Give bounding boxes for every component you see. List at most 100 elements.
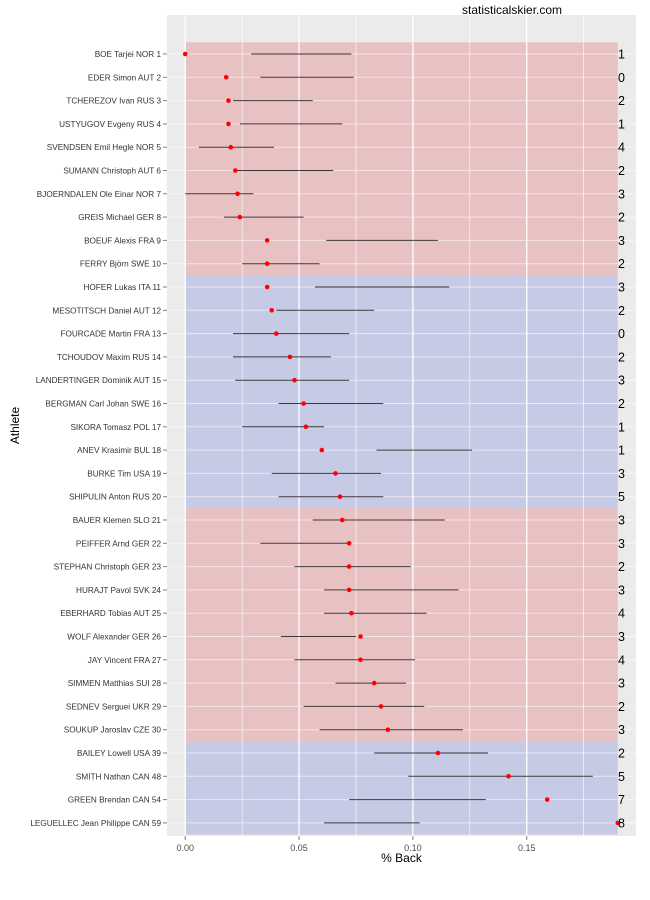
y-tick-label: FERRY Björn SWE 10 (80, 260, 162, 269)
data-point (273, 331, 279, 336)
count-label: 8 (618, 816, 625, 830)
data-point (371, 680, 377, 686)
count-label: 4 (618, 607, 625, 621)
data-point (346, 564, 352, 569)
data-point (228, 144, 234, 150)
x-tick-label: 0.05 (290, 843, 308, 853)
y-tick-label: BERGMAN Carl Johan SWE 16 (45, 400, 161, 409)
y-tick-label: SHIPULIN Anton RUS 20 (69, 493, 161, 502)
data-point (358, 634, 363, 639)
y-tick-label: LANDERTINGER Dominik AUT 15 (36, 376, 162, 385)
data-point (226, 98, 231, 103)
y-tick-label: ANEV Krasimir BUL 18 (77, 446, 161, 455)
data-point (378, 704, 384, 709)
data-point (544, 797, 550, 802)
y-tick-label: BURKE Tim USA 19 (87, 469, 161, 478)
y-tick-label: STEPHAN Christoph GER 23 (54, 563, 162, 572)
y-tick-label: SMITH Nathan CAN 48 (76, 772, 162, 781)
data-point (349, 610, 354, 616)
data-points (182, 51, 621, 826)
x-tick-label: 0.10 (404, 843, 422, 853)
data-point (264, 238, 270, 243)
y-tick-label: USTYUGOV Evgeny RUS 4 (59, 120, 161, 129)
y-tick-label: BOEUF Alexis FRA 9 (84, 236, 161, 245)
data-point (303, 424, 309, 430)
count-label: 3 (618, 281, 625, 295)
count-label: 4 (618, 141, 625, 155)
count-label: 4 (618, 653, 625, 667)
y-tick-label: HURAJT Pavol SVK 24 (76, 586, 161, 595)
count-label: 1 (618, 117, 625, 131)
group-band-blue (185, 741, 618, 835)
y-tick-label: FOURCADE Martin FRA 13 (60, 330, 161, 339)
data-point (264, 261, 270, 267)
data-point (333, 471, 338, 476)
count-label: 2 (618, 211, 625, 225)
count-label: 3 (618, 583, 625, 597)
data-point (337, 494, 343, 500)
y-tick-label: EBERHARD Tobias AUT 25 (60, 609, 161, 618)
data-point (182, 51, 188, 57)
y-tick-label: SIKORA Tomasz POL 17 (70, 423, 161, 432)
count-label: 5 (618, 490, 625, 504)
y-tick-label: SIMMEN Matthias SUI 28 (68, 679, 162, 688)
x-axis-label: % Back (381, 851, 423, 865)
count-label: 2 (618, 397, 625, 411)
data-point (346, 541, 352, 546)
count-label: 2 (618, 560, 625, 574)
data-point (235, 191, 240, 197)
x-tick-label: 0.15 (518, 843, 536, 853)
count-label: 2 (618, 700, 625, 714)
count-label: 3 (618, 723, 625, 737)
data-point (615, 820, 621, 826)
count-label: 2 (618, 350, 625, 364)
count-label: 3 (618, 374, 625, 388)
y-axis-label: Athlete (8, 406, 22, 444)
x-tick-label: 0.00 (176, 843, 194, 853)
y-tick-label: JAY Vincent FRA 27 (88, 656, 162, 665)
y-tick-label: SOUKUP Jaroslav CZE 30 (64, 726, 162, 735)
group-bands (185, 42, 618, 835)
y-tick-label: HOFER Lukas ITA 11 (83, 283, 161, 292)
data-point (233, 168, 238, 173)
data-point (264, 284, 270, 290)
x-tick-labels: 0.00 0.05 0.10 0.15 (176, 836, 535, 853)
count-label: 1 (618, 444, 625, 458)
count-label: 2 (618, 747, 625, 761)
y-tick-label: EDER Simon AUT 2 (88, 73, 162, 82)
y-tick-label: PEIFFER Arnd GER 22 (76, 539, 162, 548)
y-tick-label: SUMANN Christoph AUT 6 (63, 167, 161, 176)
data-point (340, 517, 345, 523)
group-band-red (185, 508, 618, 742)
y-tick-label: GREEN Brendan CAN 54 (68, 796, 162, 805)
data-point (435, 750, 441, 756)
data-point (226, 121, 231, 127)
count-label: 3 (618, 537, 625, 551)
y-tick-label: TCHEREZOV Ivan RUS 3 (66, 97, 161, 106)
count-label: 0 (618, 327, 625, 341)
watermark-text: statisticalskier.com (462, 3, 563, 17)
group-band-red (185, 42, 618, 276)
y-tick-label: TCHOUDOV Maxim RUS 14 (57, 353, 162, 362)
y-tick-labels: BOE Tarjei NOR 1 EDER Simon AUT 2 TCHEREZO… (30, 50, 167, 828)
data-point (301, 401, 306, 406)
data-point (385, 727, 391, 732)
count-label: 2 (618, 164, 625, 178)
count-label: 2 (618, 257, 625, 271)
y-tick-label: MESOTITSCH Daniel AUT 12 (52, 306, 161, 315)
count-label: 3 (618, 234, 625, 248)
data-point (319, 447, 325, 453)
y-tick-label: BJOERNDALEN Ole Einar NOR 7 (37, 190, 162, 199)
count-label: 3 (618, 677, 625, 691)
data-point (506, 774, 511, 779)
count-label: 3 (618, 630, 625, 644)
group-band-blue (185, 275, 618, 509)
count-label: 3 (618, 187, 625, 201)
data-point (346, 587, 352, 593)
y-tick-label: SVENDSEN Emil Hegle NOR 5 (47, 143, 162, 152)
count-labels: 1 0 2 1 4 2 3 2 3 2 3 2 0 2 3 2 1 1 3 5 3 3 2 3 4 3 4 3 2 3 2 5 7 8 (618, 48, 625, 831)
y-tick-label: SEDNEV Serguei UKR 29 (66, 702, 162, 711)
data-point (292, 377, 297, 383)
count-label: 5 (618, 770, 625, 784)
